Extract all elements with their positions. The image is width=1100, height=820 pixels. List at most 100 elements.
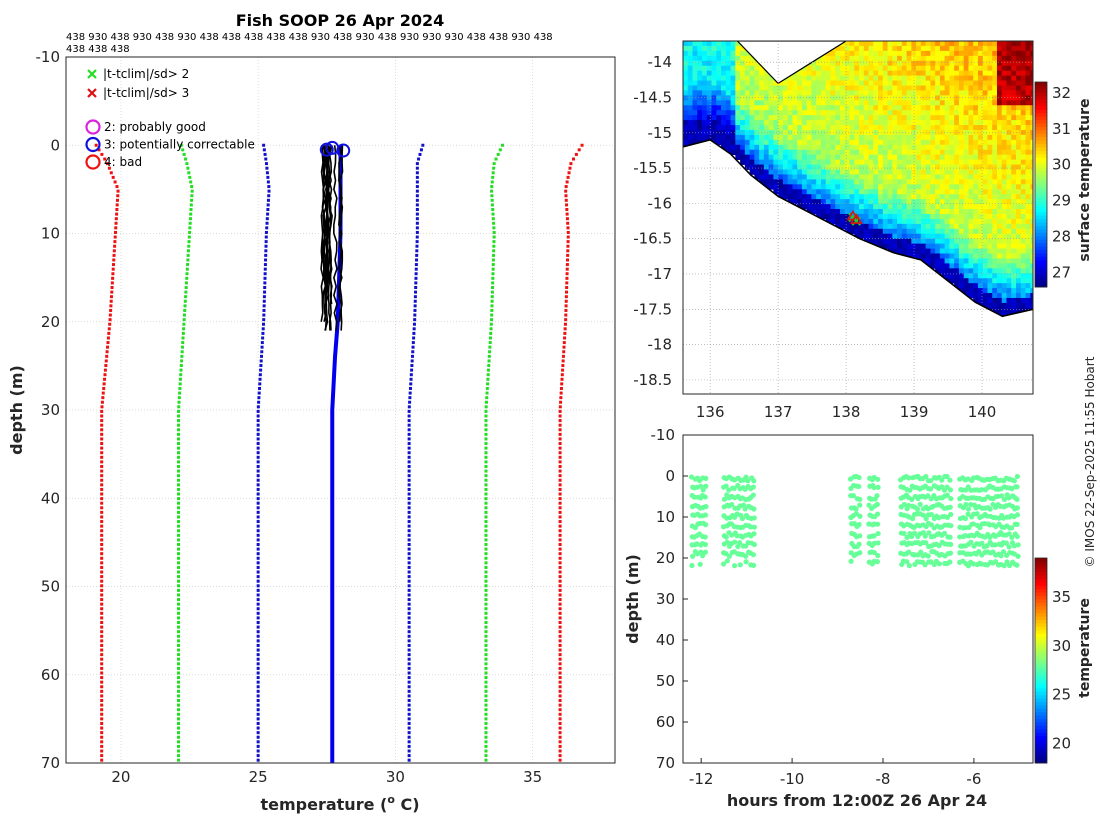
- profile-point: [256, 676, 260, 680]
- profile-point: [558, 506, 562, 510]
- scatter-point: [917, 501, 923, 507]
- profile-point: [177, 437, 181, 441]
- sst-cell: [977, 194, 984, 200]
- profile-point: [100, 520, 104, 524]
- profile-point: [407, 712, 411, 716]
- sst-cell: [949, 95, 955, 101]
- profile-point: [114, 217, 118, 221]
- sst-cell: [763, 149, 770, 156]
- sst-cell: [1011, 278, 1017, 284]
- sst-cell: [801, 194, 808, 200]
- sst-cell: [844, 120, 850, 126]
- profile-point: [264, 244, 268, 248]
- sst-cell: [878, 41, 884, 47]
- profile-point: [182, 322, 186, 326]
- sst-cell: [1020, 268, 1026, 274]
- sst-cell: [897, 189, 903, 195]
- scatter-point: [739, 515, 746, 522]
- profile-point: [410, 368, 414, 372]
- sst-cell: [735, 154, 741, 161]
- sst-cell: [787, 90, 793, 96]
- profile-point: [100, 405, 104, 409]
- scatter-point: [948, 541, 954, 547]
- colorbar-segment: [1035, 626, 1047, 631]
- profile-point: [407, 570, 411, 574]
- sst-cell: [687, 139, 693, 146]
- scatter-point: [948, 523, 954, 529]
- sst-cell: [797, 120, 803, 126]
- sst-cell: [754, 169, 760, 175]
- sst-cell: [901, 189, 907, 195]
- profile-point: [484, 685, 488, 689]
- profile-point: [484, 487, 488, 491]
- sst-cell: [954, 179, 960, 185]
- sst-cell: [839, 154, 846, 161]
- sst-cell: [1016, 159, 1022, 165]
- sst-cell: [1020, 189, 1026, 195]
- sst-cell: [973, 253, 979, 259]
- header-codes-line-1: 438 930 438 930 438 930 438 438 438 438 …: [66, 32, 553, 43]
- profile-point: [487, 359, 491, 363]
- profile-point: [100, 699, 104, 703]
- sst-cell: [697, 90, 703, 96]
- sst-cell: [925, 179, 931, 185]
- sst-cell: [849, 228, 855, 235]
- sst-cell: [1016, 65, 1022, 72]
- sst-cell: [920, 125, 927, 131]
- scatter-point: [751, 478, 757, 484]
- sst-cell: [887, 179, 893, 185]
- sst-cell: [801, 199, 808, 205]
- sst-cell: [849, 134, 855, 141]
- sst-cell: [1025, 50, 1031, 57]
- profile-point: [256, 680, 260, 684]
- sst-cell: [882, 164, 888, 170]
- sst-cell: [863, 80, 869, 86]
- sst-cell: [868, 213, 874, 220]
- sst-cell: [916, 95, 922, 101]
- profile-point: [489, 331, 493, 335]
- sst-cell: [792, 110, 798, 116]
- sst-cell: [754, 154, 760, 161]
- sst-cell: [944, 110, 950, 116]
- sst-cell: [977, 80, 984, 86]
- sst-cell: [792, 184, 798, 190]
- sst-cell: [1025, 65, 1031, 72]
- sst-cell: [763, 85, 770, 91]
- profile-point: [407, 621, 411, 625]
- sst-cell: [859, 129, 865, 136]
- profile-point: [558, 515, 562, 519]
- sst-cell: [916, 80, 922, 86]
- sst-cell: [878, 105, 884, 111]
- profile-point: [415, 240, 419, 244]
- sst-cell: [683, 90, 689, 96]
- profile-point: [177, 584, 181, 588]
- sst-cell: [863, 144, 869, 151]
- sst-cell: [992, 278, 998, 284]
- sst-cell: [963, 144, 969, 151]
- sst-cell: [868, 154, 874, 161]
- sst-cell: [754, 80, 760, 86]
- sst-cell: [982, 85, 988, 91]
- sst-cell: [839, 164, 846, 170]
- profile-point: [102, 386, 106, 390]
- sst-cell: [882, 105, 888, 111]
- sst-cell: [1025, 199, 1031, 205]
- profile-point: [181, 331, 185, 335]
- sst-cell: [782, 144, 789, 151]
- sst-cell: [1011, 302, 1017, 309]
- sst-cell: [968, 45, 974, 52]
- sst-cell: [977, 253, 984, 259]
- sst-cell: [996, 199, 1003, 205]
- sst-cell: [930, 139, 936, 146]
- sst-cell: [973, 233, 979, 240]
- scatter-point: [729, 501, 735, 508]
- sst-cell: [854, 223, 860, 230]
- profile-point: [100, 556, 104, 560]
- sst-cell: [992, 253, 998, 259]
- sst-cell: [792, 134, 798, 141]
- sst-cell: [830, 189, 836, 195]
- sst-cell: [1016, 80, 1022, 86]
- sst-cell: [806, 154, 812, 161]
- sst-cell: [1020, 293, 1026, 299]
- sst-cell: [1011, 283, 1017, 289]
